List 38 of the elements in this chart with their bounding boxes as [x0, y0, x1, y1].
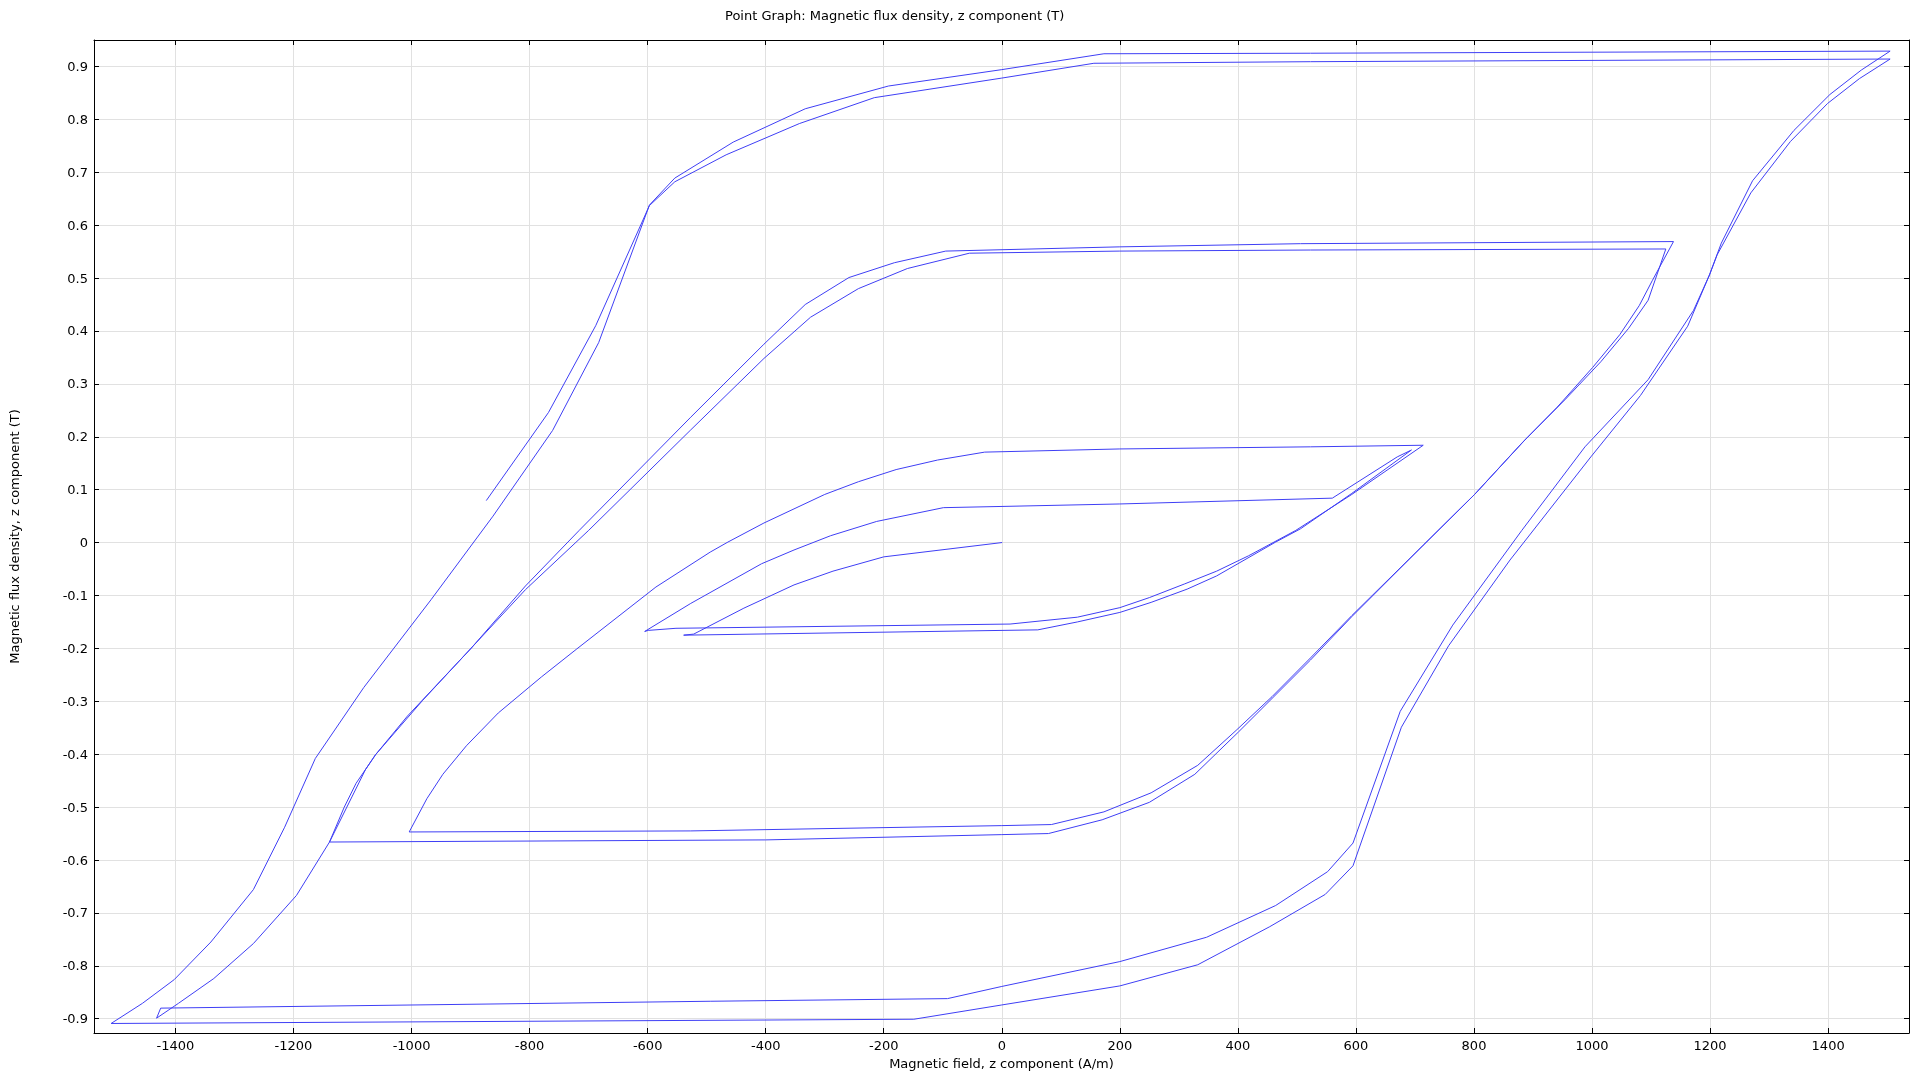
x-axis-title: Magnetic field, z component (A/m): [889, 1055, 1114, 1071]
x-tick-label: -1200: [274, 1038, 313, 1053]
y-tick-label: 0.5: [67, 270, 88, 286]
x-tick-label: 200: [1107, 1038, 1133, 1053]
y-tick-label: 0.6: [67, 217, 88, 233]
x-tick-label: -1400: [156, 1038, 195, 1053]
y-tick-label: 0: [79, 535, 88, 551]
x-tick-label: 0: [997, 1038, 1006, 1053]
y-tick-label: -0.1: [62, 587, 88, 603]
x-tick-label: -800: [514, 1038, 545, 1053]
y-tick-label: 0.8: [67, 111, 88, 127]
y-tick-label: -0.6: [62, 852, 88, 868]
y-tick-label: 0.3: [67, 376, 88, 392]
x-tick-label: 1000: [1575, 1038, 1609, 1053]
x-tick-label: -1000: [392, 1038, 431, 1053]
x-tick-label: -600: [632, 1038, 663, 1053]
y-tick-label: -0.9: [62, 1011, 88, 1027]
line-series: [110, 50, 1891, 1024]
x-tick-label: -400: [750, 1038, 781, 1053]
x-tick-label: 800: [1461, 1038, 1487, 1053]
y-tick-label: 0.4: [67, 323, 88, 339]
y-tick-label: -0.8: [62, 958, 88, 974]
chart-title: Point Graph: Magnetic flux density, z component (T): [725, 8, 1065, 23]
y-tick-label: -0.7: [62, 905, 88, 921]
y-tick-label: 0.2: [67, 429, 88, 445]
y-tick-label: 0.1: [67, 482, 88, 498]
x-tick-label: -200: [868, 1038, 899, 1053]
y-tick-label: -0.4: [62, 746, 88, 762]
y-tick-label: 0.9: [67, 58, 88, 74]
x-tick-label: 400: [1225, 1038, 1251, 1053]
y-tick-label: -0.3: [62, 693, 88, 709]
y-tick-label: -0.5: [62, 799, 88, 815]
y-axis-title: Magnetic flux density, z component (T): [7, 409, 22, 664]
y-tick-label: -0.2: [62, 640, 88, 656]
x-tick-label: 600: [1343, 1038, 1369, 1053]
x-tick-label: 1400: [1811, 1038, 1845, 1053]
y-tick-label: 0.7: [67, 164, 88, 180]
x-tick-label: 1200: [1693, 1038, 1727, 1053]
